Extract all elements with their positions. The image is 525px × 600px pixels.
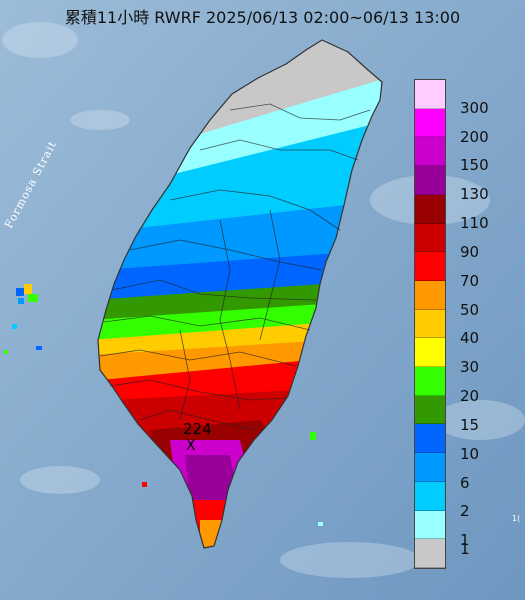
legend-swatch (415, 453, 445, 482)
edge-label: 1( (512, 514, 521, 523)
legend-label: 6 (460, 473, 470, 492)
legend-swatch (415, 80, 445, 109)
color-legend (414, 79, 446, 569)
island-outline (97, 39, 383, 549)
legend-swatch (415, 108, 445, 138)
legend-label: 30 (460, 358, 480, 377)
legend-label: 130 (460, 185, 489, 204)
legend-label: 1 (460, 539, 470, 558)
legend-labels: 300 200 150 130 110 90 70 50 40 30 20 15 10 6 2 1 1 (460, 79, 520, 569)
legend-swatch (415, 510, 445, 540)
max-rainfall-value: 224 (183, 420, 212, 438)
legend-label: 150 (460, 156, 489, 175)
legend-swatch (415, 338, 445, 368)
legend-label: 200 (460, 127, 489, 146)
max-location-marker: X (186, 438, 196, 454)
legend-label: 110 (460, 214, 489, 233)
legend-swatch (415, 481, 445, 511)
legend-label: 10 (460, 444, 480, 463)
legend-swatch (415, 137, 445, 167)
legend-label: 70 (460, 271, 480, 290)
map-title: 累積11小時 RWRF 2025/06/13 02:00~06/13 13:00 (64, 8, 461, 27)
legend-label: 40 (460, 329, 480, 348)
legend-label: 20 (460, 387, 480, 406)
legend-swatch (415, 194, 445, 224)
county-boundaries (99, 103, 371, 431)
legend-label: 50 (460, 300, 480, 319)
legend-swatch (415, 395, 445, 425)
legend-swatch (415, 539, 445, 568)
penghu-islands (4, 284, 323, 526)
legend-swatch (415, 424, 445, 454)
legend-label: 2 (460, 502, 470, 521)
legend-label: 1 (460, 531, 470, 550)
legend-swatch (415, 252, 445, 281)
legend-swatch (415, 280, 445, 310)
legend-swatch (415, 309, 445, 339)
legend-label: 300 (460, 98, 489, 117)
legend-swatch (415, 166, 445, 195)
legend-label: 90 (460, 242, 480, 261)
legend-swatch (415, 223, 445, 253)
legend-label: 15 (460, 415, 480, 434)
legend-swatch (415, 367, 445, 396)
